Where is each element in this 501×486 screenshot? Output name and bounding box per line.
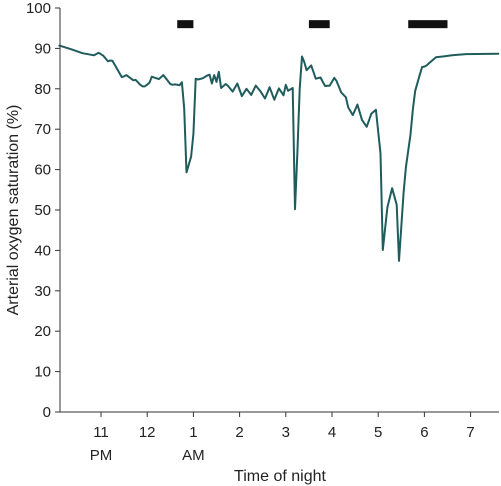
y-axis-title: Arterial oxygen saturation (%) <box>5 105 22 316</box>
x-axis-title: Time of night <box>234 468 326 485</box>
x-tick-label: 5 <box>374 424 382 441</box>
x-tick-label: 4 <box>328 424 336 441</box>
event-bar <box>177 20 194 29</box>
x-tick-sublabel: PM <box>90 447 113 464</box>
y-tick-label: 30 <box>34 283 51 300</box>
event-bars <box>177 20 448 29</box>
y-axis-ticks: 0 10 20 30 40 50 60 70 80 90 100 <box>26 0 60 421</box>
y-tick-label: 40 <box>34 242 51 259</box>
x-tick-label: 7 <box>466 424 474 441</box>
event-bar <box>308 20 330 29</box>
x-tick-label: 11 <box>93 424 109 441</box>
x-tick-label: 3 <box>282 424 290 441</box>
y-tick-label: 80 <box>34 81 51 98</box>
x-tick-label: 6 <box>420 424 428 441</box>
x-axis-ticks: 11 PM 12 1 AM 2 3 4 5 6 7 <box>90 412 475 464</box>
y-tick-label: 20 <box>34 323 51 340</box>
y-tick-label: 90 <box>34 40 51 57</box>
y-tick-label: 50 <box>34 202 51 219</box>
event-bar <box>408 20 448 29</box>
x-tick-label: 1 <box>189 424 197 441</box>
x-tick-sublabel: AM <box>182 447 205 464</box>
x-tick-label: 12 <box>139 424 156 441</box>
y-tick-label: 60 <box>34 162 51 179</box>
y-tick-label: 100 <box>26 0 51 17</box>
y-tick-label: 70 <box>34 121 51 138</box>
series-line-saturation <box>58 44 500 262</box>
y-tick-label: 0 <box>43 404 51 421</box>
x-tick-label: 2 <box>235 424 243 441</box>
y-tick-label: 10 <box>34 364 51 381</box>
